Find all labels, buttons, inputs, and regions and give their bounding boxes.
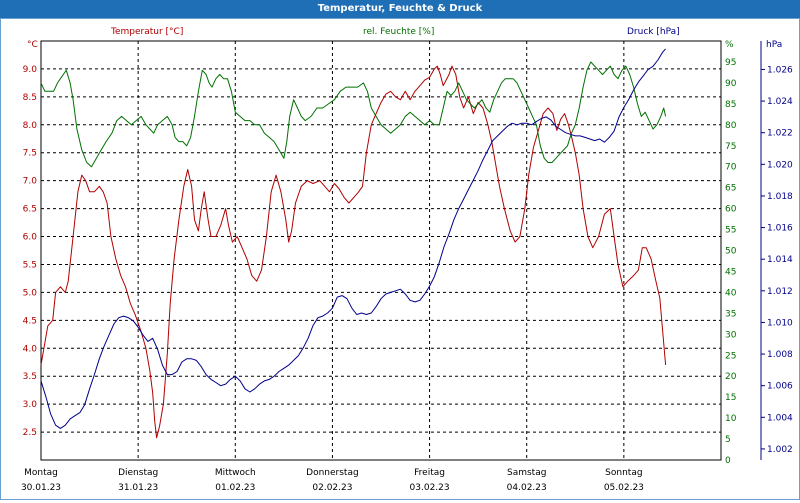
humidity-tick-label: 75: [725, 142, 736, 152]
humidity-tick-label: 25: [725, 351, 736, 361]
humidity-axis-label: rel. Feuchte [%]: [363, 27, 434, 37]
pressure-tick-label: 1.012: [767, 287, 793, 297]
humidity-tick-label: 50: [725, 247, 737, 257]
humidity-tick-label: 30: [725, 330, 737, 340]
humidity-tick-label: 10: [725, 414, 737, 424]
x-date-label: 02.02.23: [312, 483, 352, 493]
temp-tick-label: 6.5: [23, 205, 37, 215]
tick-labels: 2.5 3.0 3.5 4.0 4.5 5.0 5.5 6.0 6.5 7.0 7.5 8.0 8.5 9…: [21, 58, 793, 493]
chart-area: 2.5 3.0 3.5 4.0 4.5 5.0 5.5 6.0 6.5 7.0 7.5 8.0 8.5 9…: [0, 18, 800, 500]
temp-tick-label: 9.0: [23, 65, 38, 75]
chart-title: Temperatur, Feuchte & Druck: [317, 3, 483, 14]
x-day-label: Samstag: [507, 468, 546, 478]
humidity-tick-label: 35: [725, 309, 736, 319]
humidity-tick-label: 65: [725, 184, 736, 194]
x-date-label: 05.02.23: [604, 483, 644, 493]
pressure-tick-label: 1.026: [767, 65, 793, 75]
pressure-tick-label: 1.014: [767, 255, 793, 265]
humidity-tick-label: 15: [725, 393, 736, 403]
pressure-axis-label: Druck [hPa]: [627, 27, 680, 37]
x-date-label: 01.02.23: [215, 483, 255, 493]
x-day-label: Montag: [24, 468, 58, 478]
x-day-label: Dienstag: [118, 468, 158, 478]
pressure-tick-label: 1.002: [767, 445, 793, 455]
pressure-tick-label: 1.010: [767, 318, 793, 328]
x-date-label: 30.01.23: [21, 483, 61, 493]
temperature-series-line: [40, 65, 667, 439]
humidity-tick-label: 80: [725, 121, 737, 131]
x-day-label: Sonntag: [605, 468, 642, 478]
pressure-tick-label: 1.004: [767, 413, 793, 423]
x-day-label: Mittwoch: [215, 468, 256, 478]
humidity-tick-label: 60: [725, 205, 737, 215]
humidity-tick-label: 40: [725, 288, 737, 298]
temp-tick-label: 5.0: [23, 288, 38, 298]
humidity-tick-label: 70: [725, 163, 737, 173]
temp-tick-label: 4.5: [23, 316, 37, 326]
humidity-tick-label: 45: [725, 267, 736, 277]
temp-tick-label: 5.5: [23, 260, 37, 270]
humidity-tick-label: 85: [725, 100, 736, 110]
title-bar: [0, 0, 800, 18]
pressure-tick-label: 1.022: [767, 129, 793, 139]
plot-frame: [40, 40, 722, 461]
humidity-tick-label: 0: [725, 456, 731, 466]
pressure-tick-label: 1.006: [767, 382, 793, 392]
x-date-label: 31.01.23: [118, 483, 158, 493]
axis-labels: °C Temperatur [°C] rel. Feuchte [%] % Dr…: [27, 27, 782, 50]
pressure-tick-label: 1.024: [767, 97, 793, 107]
temp-tick-label: 3.0: [23, 400, 38, 410]
pressure-series-line: [40, 48, 666, 429]
humidity-tick-label: 95: [725, 58, 736, 68]
temp-unit-label: °C: [27, 40, 38, 50]
x-day-label: Donnerstag: [306, 468, 359, 478]
pressure-unit-label: hPa: [766, 40, 782, 50]
series-lines: [40, 48, 667, 439]
temp-tick-label: 2.5: [23, 428, 37, 438]
pressure-tick-label: 1.018: [767, 192, 793, 202]
temp-tick-label: 8.0: [23, 121, 38, 131]
pressure-tick-label: 1.016: [767, 224, 793, 234]
temp-tick-label: 6.0: [23, 233, 38, 243]
humidity-tick-label: 5: [725, 435, 731, 445]
temp-tick-label: 3.5: [23, 372, 37, 382]
grid-lines: [40, 40, 762, 461]
pressure-tick-label: 1.020: [767, 160, 793, 170]
temp-tick-label: 7.0: [23, 177, 38, 187]
temp-tick-label: 8.5: [23, 93, 37, 103]
humidity-series-line: [40, 61, 667, 168]
temp-tick-label: 7.5: [23, 149, 37, 159]
temp-tick-label: 4.0: [23, 344, 38, 354]
x-date-label: 04.02.23: [507, 483, 547, 493]
humidity-unit-label: %: [725, 40, 734, 50]
pressure-tick-label: 1.008: [767, 350, 793, 360]
humidity-tick-label: 90: [725, 79, 737, 89]
x-date-label: 03.02.23: [410, 483, 450, 493]
x-day-label: Freitag: [414, 468, 445, 478]
chart-svg: 2.5 3.0 3.5 4.0 4.5 5.0 5.5 6.0 6.5 7.0 7.5 8.0 8.5 9…: [21, 27, 793, 493]
temp-axis-label: Temperatur [°C]: [110, 27, 183, 37]
humidity-tick-label: 20: [725, 372, 737, 382]
humidity-tick-label: 55: [725, 226, 736, 236]
